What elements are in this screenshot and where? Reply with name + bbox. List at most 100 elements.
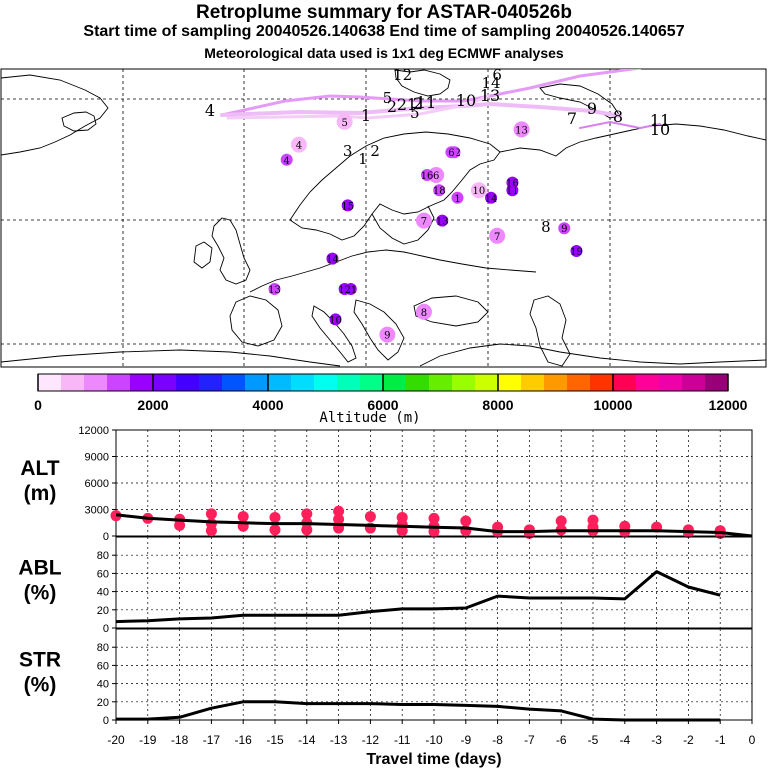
map-marker-label: 1 [454, 194, 460, 205]
colorbar-swatch [360, 374, 384, 391]
map-marker-label: 14 [482, 74, 501, 92]
map-marker [428, 167, 445, 183]
map-marker-label: 19 [570, 247, 583, 258]
colorbar-tick-label: 2000 [137, 397, 168, 413]
map-marker [570, 245, 583, 257]
trajectory-time-label: 2 [413, 94, 423, 113]
alt-scatter-point [333, 505, 345, 517]
altitude-colorbar: 0 2000 4000 6000 8000 10000 12000 Altitude (m) [34, 373, 748, 426]
chart-xtick-label: -10 [425, 733, 443, 747]
chart-ytick-label: 0 [103, 531, 109, 543]
chart-ytick-label: 80 [97, 550, 109, 562]
chart-ylabel-line: STR [19, 649, 61, 672]
colorbar-swatch [176, 374, 200, 391]
map-marker [290, 136, 307, 153]
colorbar-swatch [659, 374, 683, 391]
colorbar-swatch [705, 374, 729, 391]
chart-xtick-label: -5 [588, 733, 599, 747]
map-marker [379, 326, 396, 343]
coast-baltic [371, 205, 435, 245]
chart-xlabel: Travel time (days) [366, 751, 501, 768]
chart-ytick-label: 9000 [85, 452, 109, 464]
colorbar-swatch [107, 374, 131, 391]
map-marker [470, 182, 487, 199]
colorbar-swatch [314, 374, 338, 391]
colorbar-swatch [84, 374, 108, 391]
alt-scatter-point [364, 511, 376, 523]
map-marker-label: 2 [370, 142, 380, 160]
map-marker-label: 11 [344, 285, 357, 296]
map-marker-label: 16 [421, 171, 434, 182]
colorbar-tick-label: 4000 [252, 397, 283, 413]
chart-ytick-label: 6000 [85, 478, 109, 490]
map-marker [445, 146, 458, 159]
coast-ireland [193, 241, 213, 269]
chart-ytick-label: 0 [103, 623, 109, 635]
chart-xtick-label: -3 [651, 733, 662, 747]
map-marker-label: 4 [284, 156, 290, 167]
chart-xtick-label: -4 [619, 733, 630, 747]
chart-xtick-label: -20 [107, 733, 125, 747]
chart-xtick-label: 0 [749, 733, 756, 747]
trajectory-time-label: 7 [567, 109, 577, 128]
colorbar-swatch [222, 374, 246, 391]
map-marker [489, 227, 506, 244]
trajectory-time-label: 2 [397, 95, 407, 114]
colorbar-swatch [337, 374, 361, 391]
trajectory-time-label: 13 [480, 86, 500, 105]
chart-ytick-label: 0 [103, 715, 109, 727]
chart-series-line [116, 700, 721, 722]
chart-xtick-label: -7 [524, 733, 535, 747]
colorbar-tick-label: 10000 [594, 397, 633, 413]
chart-xtick-label: -18 [171, 733, 189, 747]
map-markers: 1234455567788991010111112121313131414151… [201, 66, 583, 425]
map-marker-label: 14 [326, 255, 339, 266]
trajectory-time-label: 4 [205, 101, 215, 120]
alt-scatter-point [396, 525, 408, 537]
map-marker-label: 11 [219, 399, 232, 410]
map-marker-label: 12 [201, 414, 214, 425]
colorbar-swatch [383, 374, 407, 391]
map-marker-label: 7 [494, 232, 500, 243]
trajectory-time-label: 10 [650, 120, 670, 139]
chart-ytick-label: 3000 [85, 505, 109, 517]
chart-ytick-label: 60 [97, 660, 109, 672]
trajectory-time-label: 8 [613, 107, 623, 126]
map-marker-label: 12 [393, 66, 412, 84]
coast-north-russia [499, 123, 766, 157]
alt-scatter-point [428, 512, 440, 524]
chart-series-line [115, 570, 721, 624]
map-marker [485, 191, 498, 204]
colorbar-swatch [268, 374, 292, 391]
map-marker [220, 397, 232, 409]
map-marker [341, 199, 354, 212]
map-marker-label: 5 [410, 104, 420, 122]
map-coastlines [1, 69, 766, 367]
map-marker-label: 6 [448, 148, 454, 159]
trajectory-1 [220, 69, 642, 117]
trajectory-time-label: 1 [361, 106, 371, 125]
map-marker-label: 4 [296, 141, 302, 152]
map-marker-label: 14 [485, 194, 498, 205]
sampling-times: Start time of sampling 20040526.140638 E… [83, 23, 685, 40]
alt-scatter-point [269, 524, 281, 536]
chart-xtick-label: -6 [556, 733, 567, 747]
map-frame [0, 68, 767, 368]
map-marker-label: 10 [472, 186, 485, 197]
trajectory-time-label: 11 [416, 93, 436, 112]
chart-ytick-label: 80 [97, 642, 109, 654]
trajectory-time-label: 1 [407, 95, 417, 114]
chart-ylabel: STR (%) [19, 649, 61, 697]
plume-trajectories [220, 69, 661, 130]
map-marker [433, 184, 446, 197]
map-marker [268, 283, 281, 295]
coast-balkans [353, 299, 405, 361]
alt-scatter-point [301, 508, 313, 520]
map-marker-label: 11 [506, 186, 519, 197]
chart-ylabel: ABL (%) [18, 557, 61, 605]
map-marker-label: 13 [436, 217, 449, 228]
colorbar-label: Altitude (m) [319, 410, 420, 426]
